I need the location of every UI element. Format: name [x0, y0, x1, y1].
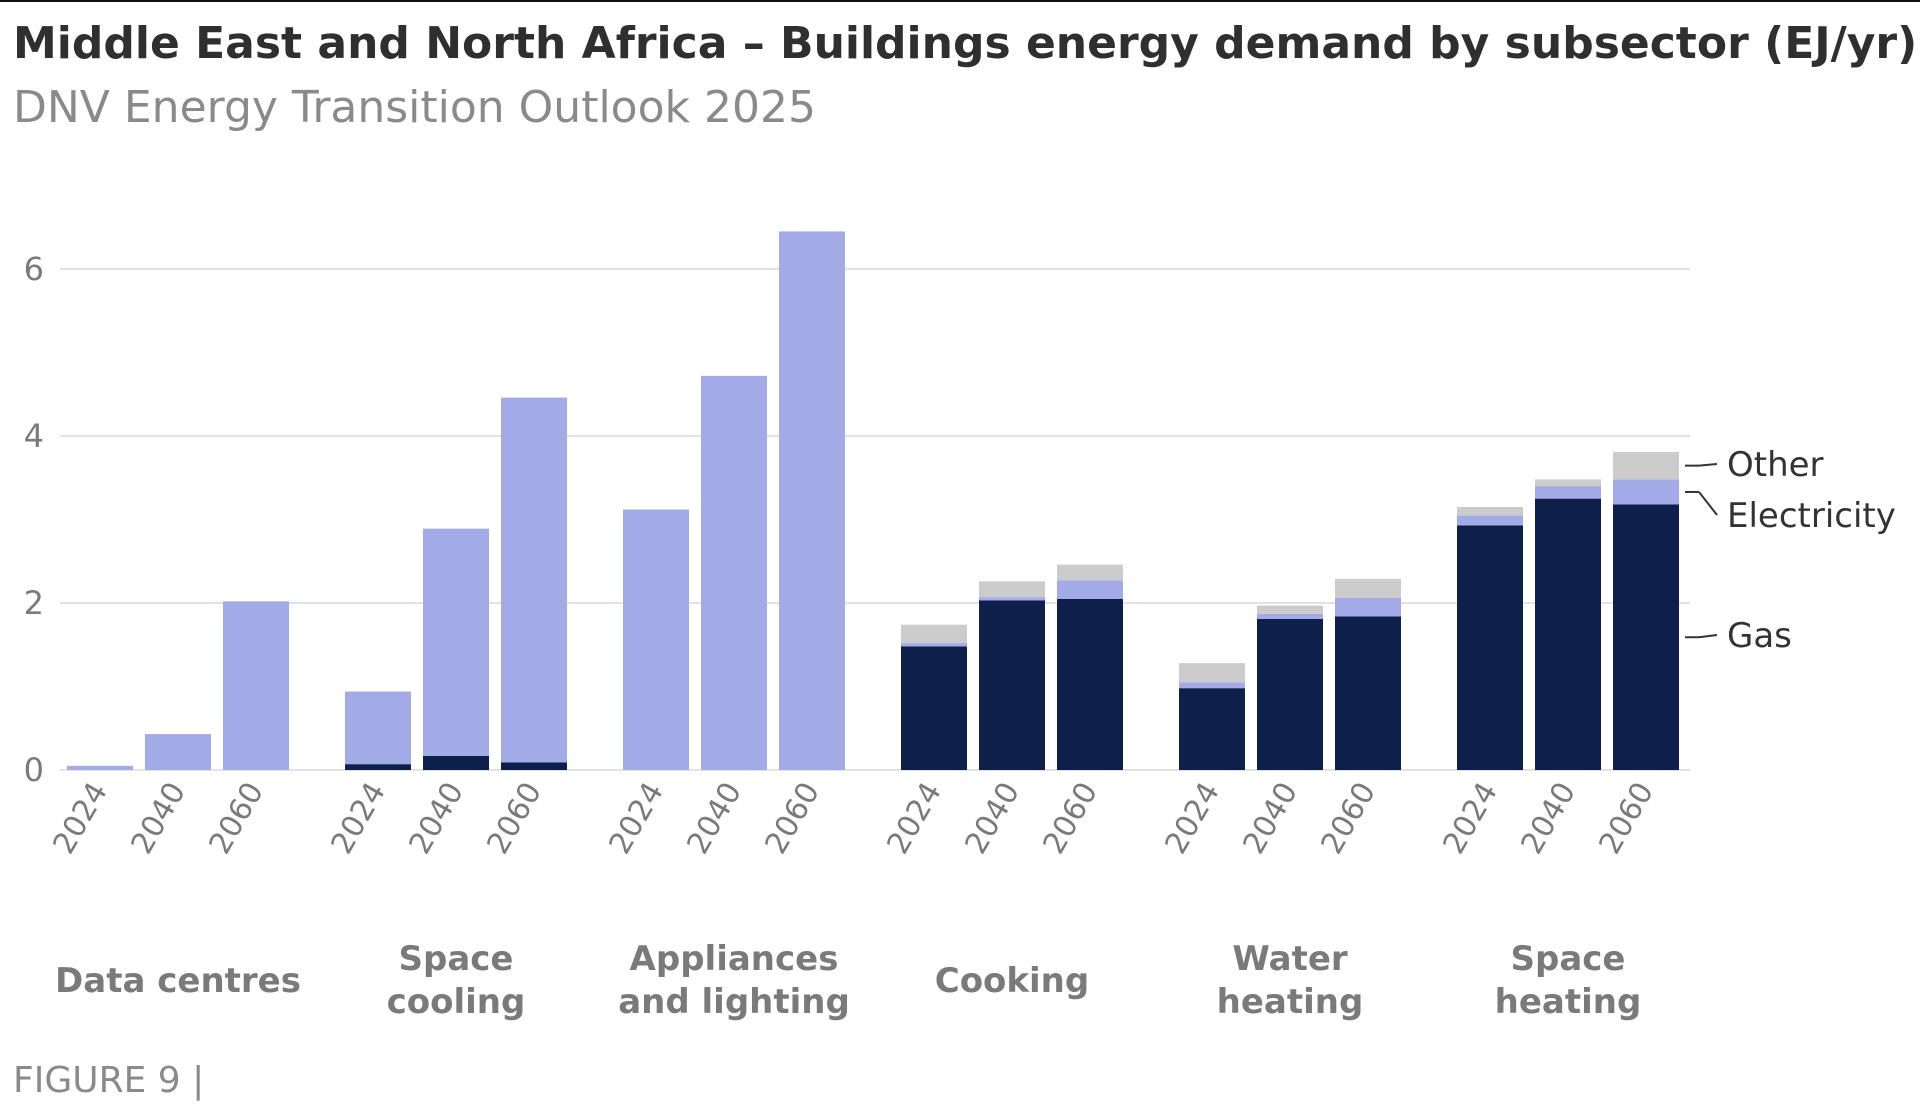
- x-tick-label: 2024: [1436, 777, 1504, 861]
- bar-segment-electricity: [145, 734, 211, 770]
- category-label: Space heating: [1495, 939, 1642, 1022]
- bar-segment-other: [1613, 451, 1679, 480]
- y-tick-label: 4: [24, 417, 44, 455]
- top-rule: [0, 0, 1920, 2]
- category-label-line: and lighting: [618, 982, 850, 1022]
- x-tick-label: 2060: [1314, 777, 1382, 861]
- bar-segment-other: [901, 624, 967, 644]
- category-label: Appliances and lighting: [618, 939, 850, 1022]
- legend: Other Electricity Gas: [1685, 445, 1896, 656]
- x-tick-label: 2060: [1036, 777, 1104, 861]
- bar-segment-electricity: [223, 601, 289, 770]
- y-tick-label: 6: [24, 250, 44, 288]
- y-axis-ticks: 0 2 4 6: [24, 250, 44, 789]
- bar-segment-gas: [1179, 688, 1245, 770]
- bar-segment-gas: [1057, 598, 1123, 770]
- bars: [67, 231, 1679, 771]
- category-label-line: Appliances: [630, 939, 839, 979]
- category-label-line: Data centres: [55, 961, 301, 1001]
- bar-segment-other: [1335, 578, 1401, 598]
- y-tick-label: 0: [24, 751, 44, 789]
- bar-segment-gas: [345, 764, 411, 770]
- bar-segment-electricity: [1057, 580, 1123, 599]
- legend-label-other: Other: [1727, 445, 1824, 485]
- gridlines: [60, 268, 1690, 771]
- category-label: Cooking: [935, 961, 1089, 1001]
- bar-segment-electricity: [423, 528, 489, 756]
- legend-leader-other: [1698, 463, 1718, 467]
- bar-segment-electricity: [67, 765, 133, 770]
- x-tick-label: 2024: [602, 777, 670, 861]
- bar-segment-other: [1257, 605, 1323, 614]
- bar-segment-electricity: [623, 509, 689, 770]
- bar-segment-gas: [501, 762, 567, 770]
- x-tick-label: 2060: [758, 777, 826, 861]
- bar-segment-other: [1179, 663, 1245, 683]
- category-label: Space cooling: [387, 939, 526, 1022]
- legend-label-electricity: Electricity: [1727, 496, 1896, 536]
- bar-segment-gas: [1535, 498, 1601, 770]
- category-label-line: heating: [1495, 982, 1642, 1022]
- category-label-line: Space: [1511, 939, 1626, 979]
- category-label: Water heating: [1217, 939, 1364, 1022]
- x-tick-label: 2060: [202, 777, 270, 861]
- category-label-line: cooling: [387, 982, 526, 1022]
- chart-title: Middle East and North Africa – Buildings…: [13, 18, 1918, 69]
- x-tick-label: 2040: [402, 777, 470, 861]
- bar-segment-gas: [979, 600, 1045, 770]
- x-tick-label: 2040: [1514, 777, 1582, 861]
- bar-segment-electricity: [345, 691, 411, 765]
- bar-segment-electricity: [1613, 479, 1679, 505]
- category-label-line: Space: [399, 939, 514, 979]
- x-tick-label: 2040: [124, 777, 192, 861]
- bar-segment-gas: [1457, 525, 1523, 770]
- x-tick-label: 2040: [1236, 777, 1304, 861]
- category-label-line: Water: [1232, 939, 1348, 979]
- x-tick-label: 2060: [480, 777, 548, 861]
- category-label-line: Cooking: [935, 961, 1089, 1001]
- x-tick-label: 2024: [1158, 777, 1226, 861]
- bar-segment-other: [1457, 506, 1523, 516]
- legend-leader-gas: [1698, 634, 1718, 639]
- bar-segment-other: [979, 581, 1045, 598]
- bar-segment-electricity: [701, 375, 767, 770]
- bar-segment-other: [1535, 479, 1601, 487]
- bar-segment-gas: [1613, 504, 1679, 770]
- legend-leader-electricity: [1698, 491, 1718, 516]
- bar-segment-gas: [1257, 618, 1323, 770]
- bar-segment-electricity: [1457, 515, 1523, 526]
- bar-segment-electricity: [1335, 597, 1401, 617]
- category-label-line: heating: [1217, 982, 1364, 1022]
- bar-segment-electricity: [1535, 486, 1601, 499]
- bar-segment-electricity: [1179, 682, 1245, 689]
- figure-label: FIGURE 9 |: [13, 1060, 205, 1101]
- legend-label-gas: Gas: [1727, 616, 1792, 656]
- x-tick-label: 2024: [880, 777, 948, 861]
- x-tick-label: 2024: [324, 777, 392, 861]
- bar-segment-gas: [423, 755, 489, 770]
- bar-segment-other: [1057, 564, 1123, 581]
- x-tick-label: 2060: [1592, 777, 1660, 861]
- y-tick-label: 2: [24, 584, 44, 622]
- chart-subtitle: DNV Energy Transition Outlook 2025: [13, 82, 816, 133]
- category-label: Data centres: [55, 961, 301, 1001]
- x-tick-label: 2040: [680, 777, 748, 861]
- bar-segment-gas: [901, 646, 967, 770]
- bar-segment-electricity: [901, 643, 967, 647]
- x-tick-label: 2024: [46, 777, 114, 861]
- x-tick-label: 2040: [958, 777, 1026, 861]
- bar-segment-electricity: [501, 397, 567, 763]
- bar-segment-electricity: [979, 597, 1045, 601]
- bar-segment-electricity: [779, 231, 845, 771]
- bar-segment-electricity: [1257, 613, 1323, 619]
- bar-segment-gas: [1335, 616, 1401, 770]
